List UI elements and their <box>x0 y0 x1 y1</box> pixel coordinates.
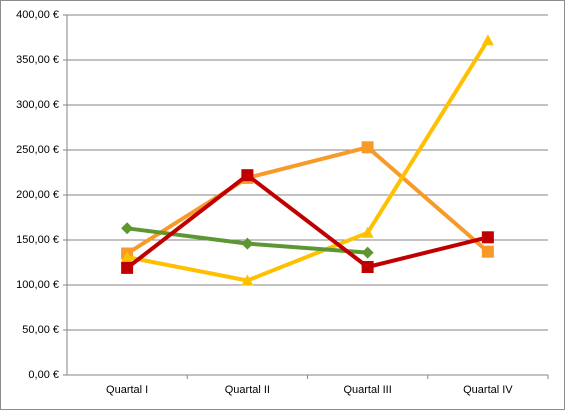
marker <box>481 231 494 244</box>
marker <box>361 226 374 238</box>
marker <box>241 274 254 286</box>
x-tick-label: Quartal II <box>225 384 270 396</box>
series-line <box>126 39 490 283</box>
marker <box>121 222 134 235</box>
y-tick-label: 50,00 € <box>22 324 59 336</box>
series-line <box>126 145 490 256</box>
marker <box>481 245 494 258</box>
x-tick-label: Quartal IV <box>463 384 513 396</box>
y-tick-label: 400,00 € <box>16 9 59 21</box>
y-tick-label: 0,00 € <box>28 369 59 381</box>
y-tick-label: 300,00 € <box>16 99 59 111</box>
marker <box>361 141 374 154</box>
x-tick-label: Quartal I <box>106 384 148 396</box>
marker <box>121 251 134 263</box>
marker <box>121 261 134 274</box>
marker <box>241 237 254 250</box>
series-line <box>125 173 489 270</box>
marker <box>361 261 374 273</box>
marker <box>361 246 374 259</box>
marker <box>241 169 254 182</box>
x-tick-label: Quartal III <box>343 384 391 396</box>
y-tick-label: 150,00 € <box>16 234 59 246</box>
y-tick-label: 100,00 € <box>16 279 59 291</box>
y-tick-label: 250,00 € <box>16 144 59 156</box>
y-tick-label: 350,00 € <box>16 54 59 66</box>
y-tick-label: 200,00 € <box>16 189 59 201</box>
marker <box>481 34 494 46</box>
